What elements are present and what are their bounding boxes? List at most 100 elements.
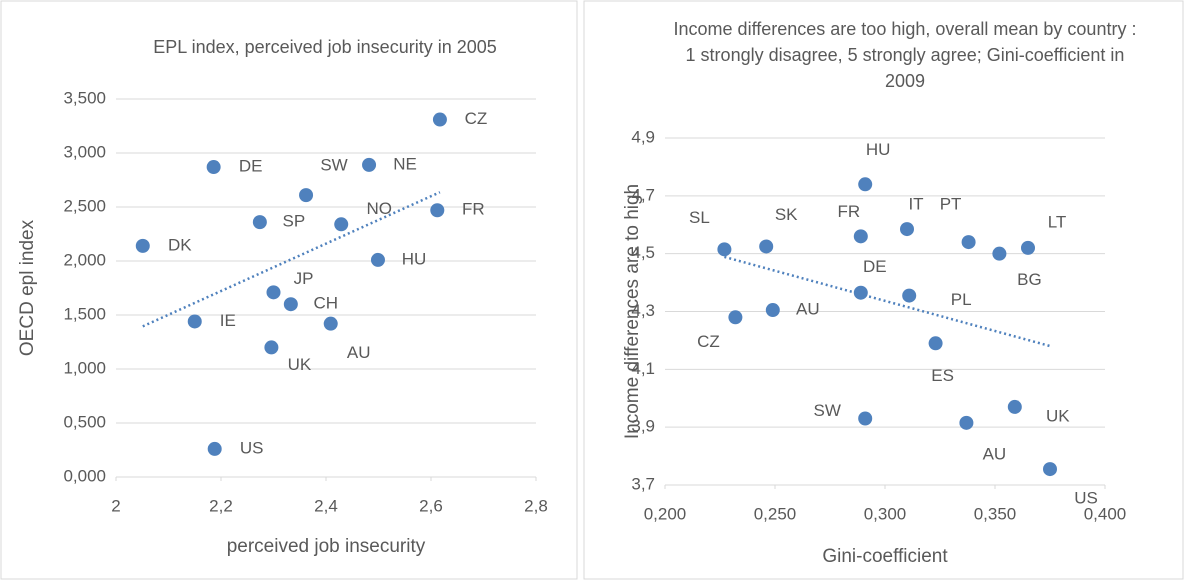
point <box>187 314 202 329</box>
point-label: AU <box>983 444 1007 463</box>
point-label: AU <box>796 300 820 319</box>
point-label: LT <box>1048 212 1067 231</box>
point <box>858 177 873 192</box>
y-tick-label: 4,5 <box>631 243 655 262</box>
point <box>206 160 221 175</box>
y-tick-label: 4,3 <box>631 301 655 320</box>
panel <box>583 0 1184 580</box>
y-tick-label: 2,000 <box>63 250 106 269</box>
point-label: AU <box>347 343 371 362</box>
point-label: IT <box>908 195 923 214</box>
point-label: FR <box>462 200 485 219</box>
trendline <box>142 191 441 328</box>
point-label: SW <box>814 401 841 420</box>
point <box>765 303 780 318</box>
point-label: PT <box>940 195 962 214</box>
point-label: SL <box>689 208 710 227</box>
point-label: CZ <box>697 332 720 351</box>
y-tick-label: 4,1 <box>631 359 655 378</box>
point <box>264 340 279 355</box>
y-tick-label: 4,7 <box>631 185 655 204</box>
point <box>432 112 447 127</box>
y-tick-label: 3,000 <box>63 142 106 161</box>
point-label: HU <box>402 249 427 268</box>
chart-title: Income differences are too high, overall… <box>673 19 1137 91</box>
point <box>370 252 385 267</box>
point <box>1043 462 1057 477</box>
point <box>728 310 743 325</box>
point-label: IE <box>220 311 236 330</box>
point-label: JP <box>294 269 314 288</box>
point <box>1007 399 1022 414</box>
point <box>252 215 267 230</box>
point <box>959 415 974 430</box>
point <box>323 316 338 331</box>
point-label: US <box>1074 489 1098 508</box>
trendline <box>724 255 1051 348</box>
point <box>135 238 150 253</box>
point-label: SK <box>775 205 798 224</box>
x-tick-label: 0,300 <box>864 504 907 523</box>
point-label: DE <box>239 157 263 176</box>
point <box>961 235 976 250</box>
x-tick-label: 0,350 <box>974 504 1017 523</box>
point <box>717 242 732 257</box>
y-tick-label: 3,9 <box>631 417 655 436</box>
point-label: CZ <box>465 109 488 128</box>
point <box>266 285 281 300</box>
point-label: PL <box>951 290 972 309</box>
panel <box>0 0 578 580</box>
y-tick-label: 1,500 <box>63 304 106 323</box>
point-label: FR <box>837 202 860 221</box>
point <box>900 222 914 237</box>
point <box>853 229 868 244</box>
point-label: ES <box>931 366 954 385</box>
point-label: UK <box>1046 406 1070 425</box>
x-axis-label: perceived job insecurity <box>227 536 426 557</box>
point <box>992 246 1007 261</box>
point-label: CH <box>314 294 339 313</box>
y-tick-label: 4,9 <box>631 127 655 146</box>
point <box>207 441 222 456</box>
point <box>334 217 349 232</box>
point <box>928 336 943 351</box>
y-tick-label: 0,000 <box>63 466 106 485</box>
point <box>362 157 377 172</box>
point <box>902 288 917 303</box>
point <box>283 297 298 312</box>
point-label: DK <box>168 235 192 254</box>
point <box>299 188 314 203</box>
point-label: UK <box>288 355 312 374</box>
x-tick-label: 0,400 <box>1084 504 1127 523</box>
x-tick-label: 2 <box>111 496 120 515</box>
point-label: SW <box>320 156 347 175</box>
x-tick-label: 0,200 <box>644 504 687 523</box>
x-tick-label: 0,250 <box>754 504 797 523</box>
y-axis-label: OECD epl index <box>17 219 38 356</box>
x-tick-label: 2,2 <box>209 496 233 515</box>
y-tick-label: 2,500 <box>63 196 106 215</box>
y-axis-label: Income differences are to high <box>622 184 643 439</box>
point-label: NO <box>366 199 392 218</box>
y-tick-label: 3,500 <box>63 88 106 107</box>
point <box>759 239 774 254</box>
y-tick-label: 0,500 <box>63 412 106 431</box>
point <box>430 203 445 218</box>
x-tick-label: 2,8 <box>524 496 548 515</box>
point <box>853 285 868 300</box>
point-label: US <box>240 438 264 457</box>
x-tick-label: 2,6 <box>419 496 443 515</box>
point <box>858 411 873 426</box>
point-label: SP <box>283 212 306 231</box>
point <box>1021 240 1035 255</box>
y-tick-label: 3,7 <box>631 474 655 493</box>
x-axis-label: Gini-coefficient <box>822 546 948 567</box>
y-tick-label: 1,000 <box>63 358 106 377</box>
point-label: BG <box>1017 270 1042 289</box>
point-label: NE <box>393 154 417 173</box>
point-label: HU <box>866 140 891 159</box>
point-label: DE <box>863 257 887 276</box>
chart-title: EPL index, perceived job insecurity in 2… <box>153 37 497 57</box>
